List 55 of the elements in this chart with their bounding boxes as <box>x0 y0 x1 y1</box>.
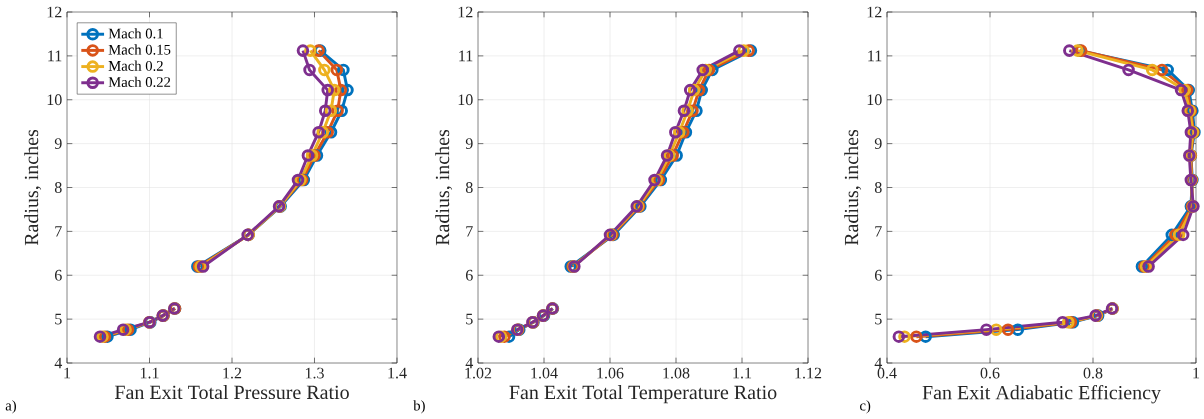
y-tick-label: 5 <box>466 313 473 325</box>
x-tick-label: 1.1 <box>733 367 752 379</box>
x-axis-title: Fan Exit Adiabatic Efficiency <box>922 385 1161 404</box>
y-tick-label: 4 <box>465 357 474 369</box>
x-tick-label: 0.8 <box>1083 367 1103 379</box>
y-tick-label: 6 <box>874 269 882 281</box>
x-tick-label: 1.12 <box>795 367 822 379</box>
x-tick-label: 0.6 <box>980 367 1000 379</box>
y-tick-label: 4 <box>874 357 883 369</box>
y-tick-label: 5 <box>875 313 882 325</box>
text: a) <box>5 400 16 414</box>
legend-label: Mach 0.22 <box>108 76 171 88</box>
x-tick-label: 1.2 <box>223 367 242 379</box>
x-tick-label: 1.04 <box>531 367 558 379</box>
y-tick-label: 11 <box>48 50 62 62</box>
y-tick-label: 12 <box>458 6 473 18</box>
text: c) <box>860 400 871 414</box>
x-tick-label: 1.3 <box>305 367 324 379</box>
x-tick-label: 1.08 <box>663 367 690 379</box>
y-tick-label: 9 <box>465 138 473 149</box>
y-tick-label: 6 <box>54 269 62 281</box>
y-tick-label: 10 <box>867 94 882 106</box>
y-tick-label: 11 <box>459 50 473 62</box>
x-axis-title: Fan Exit Total Temperature Ratio <box>509 385 777 404</box>
y-tick-label: 12 <box>47 6 62 18</box>
legend-label: Mach 0.1 <box>108 28 163 39</box>
x-tick-label: 1.1 <box>140 367 159 379</box>
y-tick-label: 7 <box>466 226 473 237</box>
x-tick-label: 1 <box>1193 367 1200 379</box>
y-tick-label: 8 <box>874 182 882 193</box>
y-tick-label: 4 <box>54 357 63 369</box>
y-axis-title: Radius, inches <box>844 129 862 246</box>
y-axis-title: Radius, inches <box>24 129 42 246</box>
y-tick-label: 11 <box>868 50 882 62</box>
y-tick-label: 8 <box>54 182 62 193</box>
y-tick-label: 7 <box>875 226 882 237</box>
y-tick-label: 9 <box>874 138 882 149</box>
x-axis-title: Fan Exit Total Pressure Ratio <box>114 385 349 400</box>
y-tick-label: 7 <box>55 226 62 237</box>
y-tick-label: 9 <box>54 138 62 149</box>
legend-label: Mach 0.15 <box>108 44 171 55</box>
text: b) <box>413 400 425 414</box>
y-tick-label: 5 <box>55 313 62 325</box>
y-tick-label: 8 <box>465 182 473 193</box>
x-tick-label: 1 <box>64 367 71 379</box>
y-tick-label: 10 <box>47 94 62 106</box>
y-tick-label: 6 <box>465 269 473 281</box>
y-tick-label: 12 <box>867 6 882 18</box>
x-tick-label: 0.4 <box>877 367 897 379</box>
x-tick-label: 1.06 <box>597 367 624 379</box>
y-axis-title: Radius, inches <box>435 129 453 246</box>
x-tick-label: 1.4 <box>388 367 407 379</box>
y-tick-label: 10 <box>458 94 473 106</box>
x-tick-label: 1.02 <box>465 367 492 379</box>
legend-label: Mach 0.2 <box>108 60 163 71</box>
